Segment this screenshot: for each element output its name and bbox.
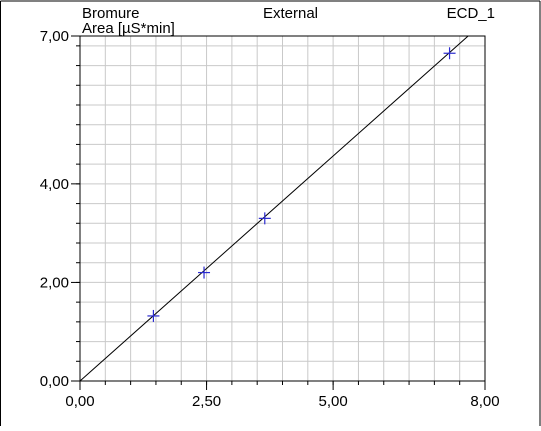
x-tick-label: 0,00	[65, 393, 94, 410]
fit-line	[79, 35, 469, 382]
header-detector: ECD_1	[447, 5, 495, 22]
y-tick-label: 2,00	[40, 274, 69, 291]
y-tick-label: 4,00	[40, 176, 69, 193]
data-point	[443, 47, 456, 60]
header-mode: External	[263, 5, 318, 22]
data-point	[258, 212, 271, 225]
data-point	[198, 266, 211, 279]
grid	[80, 36, 485, 381]
data-point	[147, 309, 160, 322]
y-tick-label: 7,00	[40, 28, 69, 45]
x-tick-label: 8,00	[470, 393, 499, 410]
y-tick-label: 0,00	[40, 373, 69, 390]
x-tick-label: 2,50	[192, 393, 221, 410]
x-tick-label: 5,00	[319, 393, 348, 410]
header-title: Bromure	[82, 5, 140, 22]
y-axis-label: Area [µS*min]	[82, 20, 175, 37]
data-series	[79, 35, 469, 382]
labels: Bromure External ECD_1 Area [µS*min]	[82, 5, 495, 37]
